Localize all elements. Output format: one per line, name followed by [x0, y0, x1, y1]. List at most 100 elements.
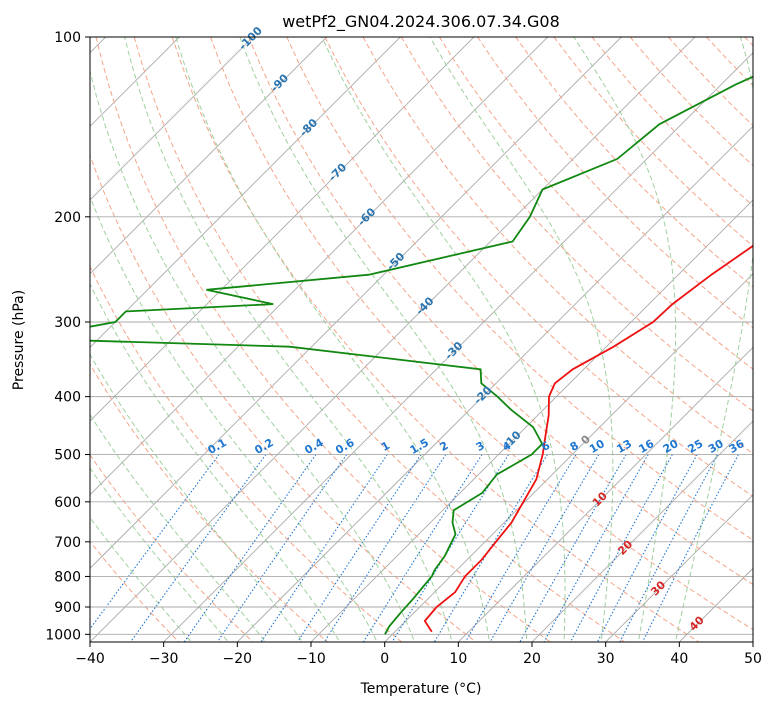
dry-adiabat-line — [95, 37, 552, 642]
dry-adiabat-line — [515, 37, 753, 288]
mixing-ratio-line — [391, 454, 510, 642]
sounding-curves — [90, 75, 753, 635]
moist-adiabat-line — [175, 37, 490, 642]
y-tick-label: 1000 — [45, 627, 81, 643]
isotherm-label: 40 — [687, 613, 707, 633]
moist-adiabat-line — [90, 413, 267, 642]
mixing-ratio-label: 36 — [727, 437, 747, 456]
dry-adiabat-line — [90, 453, 254, 642]
mixing-ratio-label: 25 — [685, 437, 705, 456]
pressure-gridlines — [90, 36, 753, 635]
moist-adiabat-line — [90, 467, 229, 642]
moist-adiabat-line — [573, 37, 677, 642]
y-tick-label: 500 — [54, 448, 81, 464]
plot-frame — [89, 36, 754, 643]
moist-adiabat-line — [90, 283, 341, 642]
isotherm-line — [531, 420, 753, 642]
x-tick-label: −30 — [149, 651, 179, 667]
moist-adiabat-line — [90, 516, 192, 642]
isotherm-line — [605, 494, 753, 642]
mixing-ratio-label: 0.4 — [302, 436, 326, 457]
x-tick-label: −40 — [75, 651, 105, 667]
y-axis-label: Pressure (hPa) — [11, 290, 27, 390]
isotherm-line — [90, 37, 475, 422]
dry-adiabat-line — [90, 363, 329, 642]
moist-adiabat-lines — [90, 37, 753, 642]
dry-adiabat-line — [90, 265, 403, 642]
isotherm-line — [90, 37, 402, 348]
x-tick-label: 40 — [670, 651, 688, 667]
isotherm-line — [384, 273, 753, 642]
isotherm-label: -60 — [355, 205, 378, 228]
moist-adiabat-line — [124, 37, 453, 642]
mixing-ratio-label: 0.2 — [252, 436, 275, 457]
isotherm-label: -70 — [326, 160, 349, 183]
x-axis-label: Temperature (°C) — [360, 681, 482, 697]
isotherm-line — [752, 641, 753, 642]
x-tick-label: −10 — [296, 651, 326, 667]
mixing-ratio-lines — [90, 454, 739, 642]
x-tick-label: 10 — [449, 651, 467, 667]
mixing-ratio-line — [296, 454, 422, 642]
mixing-ratio-line — [569, 454, 673, 642]
isotherm-line — [310, 199, 753, 642]
dry-adiabat-line — [362, 37, 753, 455]
moist-adiabat-line — [429, 37, 614, 642]
dewpoint-curve — [90, 75, 753, 635]
mixing-ratio-line — [362, 454, 483, 642]
y-tick-label: 700 — [54, 535, 81, 551]
x-tick-label: 0 — [380, 651, 389, 667]
isotherm-label: 20 — [615, 537, 635, 557]
isotherm-line — [236, 125, 753, 642]
dry-adiabat-line — [133, 37, 626, 642]
isotherm-label: -30 — [442, 339, 465, 362]
dry-adiabat-line — [477, 37, 753, 329]
dry-adiabat-line — [210, 37, 753, 631]
y-axis-ticks: 100 200 300 400 500 600 700 800 900 1000 — [45, 30, 90, 643]
isotherm-label: -100 — [236, 24, 265, 53]
mixing-ratio-line — [543, 454, 649, 642]
isotherm-line — [90, 37, 254, 201]
x-tick-label: 50 — [744, 651, 762, 667]
mixing-ratio-label: 0.1 — [206, 436, 229, 457]
x-tick-label: 30 — [597, 651, 615, 667]
dry-adiabat-line — [286, 37, 753, 541]
isotherm-label: -80 — [297, 116, 320, 139]
isotherm-line — [678, 567, 753, 642]
moist-adiabat-line — [90, 68, 416, 642]
dry-adiabat-line — [400, 37, 753, 412]
mixing-ratio-label: 2 — [438, 439, 451, 454]
isotherm-lines — [90, 37, 753, 642]
y-tick-label: 300 — [54, 315, 81, 331]
y-tick-label: 900 — [54, 600, 81, 616]
mixing-ratio-line — [129, 454, 267, 642]
isotherm-line — [90, 37, 181, 128]
isotherm-line — [163, 52, 753, 642]
dry-adiabat-line — [171, 37, 700, 642]
isotherm-label: -90 — [268, 71, 291, 94]
dry-adiabat-line — [706, 37, 753, 87]
mixing-ratio-line — [641, 454, 739, 642]
dry-adiabat-line — [248, 37, 753, 586]
moist-adiabat-line — [239, 37, 528, 642]
mixing-ratio-line — [596, 454, 698, 642]
mixing-ratio-line — [433, 454, 548, 642]
dry-adiabat-line — [744, 37, 753, 47]
isotherm-line — [90, 37, 549, 496]
x-tick-label: −20 — [223, 651, 253, 667]
isotherm-label: -20 — [471, 384, 494, 407]
dry-adiabat-line — [438, 37, 753, 370]
y-tick-label: 100 — [54, 30, 81, 46]
dry-adiabat-line — [90, 153, 477, 642]
dry-adiabat-lines — [90, 37, 753, 642]
mixing-ratio-line — [90, 454, 220, 630]
isotherm-line — [90, 37, 696, 642]
isotherm-line — [90, 37, 328, 275]
chart-title: wetPf2_GN04.2024.306.07.34.G08 — [282, 12, 560, 32]
y-tick-label: 600 — [54, 495, 81, 511]
mixing-ratio-label: 30 — [706, 437, 726, 456]
mixing-ratio-label: 0.6 — [333, 436, 357, 457]
mixing-ratio-label: 20 — [661, 437, 681, 456]
x-tick-label: 20 — [523, 651, 541, 667]
